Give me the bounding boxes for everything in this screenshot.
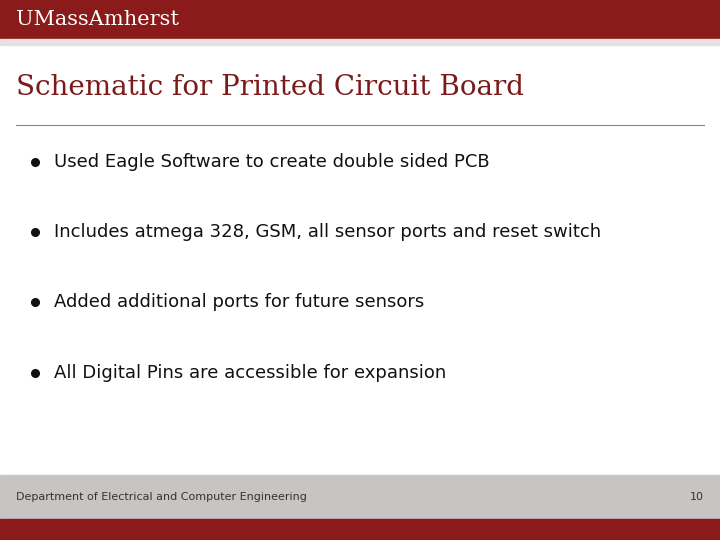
Text: Schematic for Printed Circuit Board: Schematic for Printed Circuit Board — [16, 74, 524, 101]
Bar — [0, 475, 720, 519]
Text: UMassAmherst: UMassAmherst — [16, 10, 179, 29]
Bar — [0, 39, 720, 45]
Bar — [0, 0, 720, 39]
Bar — [0, 519, 720, 540]
Text: Added additional ports for future sensors: Added additional ports for future sensor… — [54, 293, 424, 312]
Text: 10: 10 — [690, 492, 704, 502]
Text: All Digital Pins are accessible for expansion: All Digital Pins are accessible for expa… — [54, 363, 446, 382]
Text: Department of Electrical and Computer Engineering: Department of Electrical and Computer En… — [16, 492, 307, 502]
Text: Includes atmega 328, GSM, all sensor ports and reset switch: Includes atmega 328, GSM, all sensor por… — [54, 223, 601, 241]
Text: Used Eagle Software to create double sided PCB: Used Eagle Software to create double sid… — [54, 153, 490, 171]
